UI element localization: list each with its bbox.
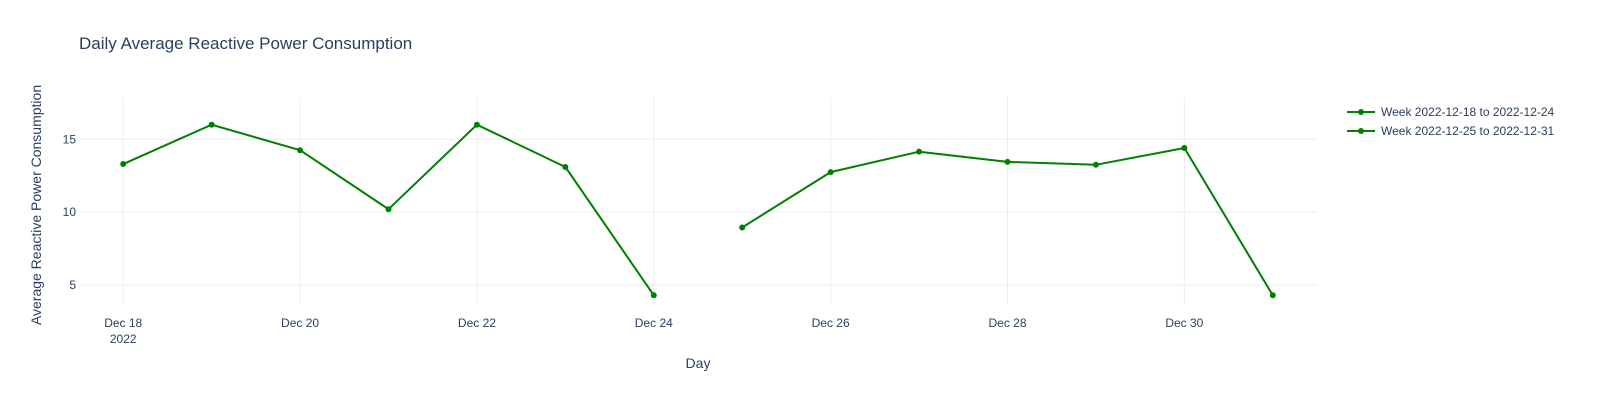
x-tick-label: Dec 22: [458, 316, 496, 330]
tick-labels: Dec 18 2022 Dec 20 Dec 22 Dec 24 Dec 26 Dec 28…: [63, 132, 1204, 346]
series-2: [739, 145, 1276, 299]
data-point: [120, 161, 127, 168]
data-point: [385, 206, 392, 213]
y-tick-label: 10: [63, 205, 77, 219]
series-1: [120, 121, 657, 299]
data-point: [916, 148, 923, 155]
data-point: [297, 147, 304, 154]
data-point: [650, 292, 657, 299]
data-point: [208, 121, 215, 128]
gridlines: [79, 97, 1317, 304]
legend-item[interactable]: Week 2022-12-18 to 2022-12-24: [1347, 105, 1555, 119]
legend-label: Week 2022-12-25 to 2022-12-31: [1381, 124, 1555, 138]
y-tick-label: 15: [63, 132, 77, 146]
x-tick-sublabel: 2022: [110, 332, 137, 346]
legend[interactable]: Week 2022-12-18 to 2022-12-24 Week 2022-1…: [1347, 105, 1555, 138]
data-point: [739, 224, 746, 231]
data-point: [1181, 145, 1188, 152]
data-point: [473, 121, 480, 128]
x-axis-title: Day: [686, 355, 711, 371]
y-tick-label: 5: [69, 278, 76, 292]
data-point: [827, 169, 834, 176]
legend-label: Week 2022-12-18 to 2022-12-24: [1381, 105, 1555, 119]
x-tick-label: Dec 26: [812, 316, 850, 330]
legend-marker: [1358, 128, 1364, 134]
x-tick-label: Dec 20: [281, 316, 319, 330]
chart-title: Daily Average Reactive Power Consumption: [79, 34, 412, 53]
legend-marker: [1358, 109, 1364, 115]
x-tick-label: Dec 30: [1165, 316, 1203, 330]
series-layer: [120, 121, 1276, 299]
data-point: [562, 163, 569, 170]
x-tick-label: Dec 18: [104, 316, 142, 330]
data-point: [1004, 158, 1011, 165]
x-tick-label: Dec 24: [635, 316, 673, 330]
data-point: [1269, 292, 1276, 299]
x-tick-label: Dec 28: [988, 316, 1026, 330]
legend-item[interactable]: Week 2022-12-25 to 2022-12-31: [1347, 124, 1555, 138]
data-point: [1092, 161, 1099, 168]
y-axis-title: Average Reactive Power Consumption: [28, 85, 44, 325]
